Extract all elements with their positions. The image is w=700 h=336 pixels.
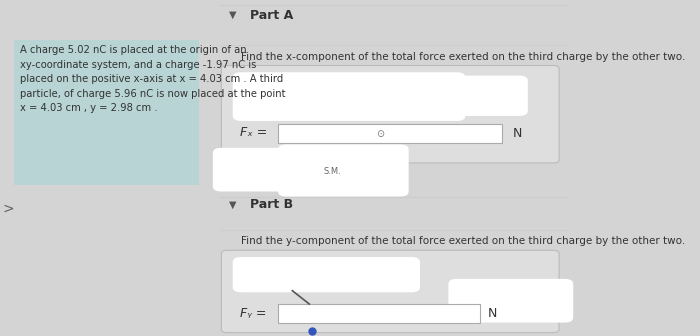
Text: Find the y-component of the total force exerted on the third charge by the other: Find the y-component of the total force … [241,236,685,246]
Text: S.M.: S.M. [323,167,342,176]
Text: Part B: Part B [250,198,293,211]
FancyBboxPatch shape [221,66,559,163]
Text: ▼: ▼ [229,10,236,20]
FancyBboxPatch shape [449,279,573,323]
FancyBboxPatch shape [278,144,409,197]
FancyBboxPatch shape [278,304,480,323]
Text: A charge 5.02 nC is placed at the origin of an
xy-coordinate system, and a charg: A charge 5.02 nC is placed at the origin… [20,45,286,113]
Text: N: N [512,127,522,140]
Text: N: N [488,307,498,320]
FancyBboxPatch shape [278,124,503,143]
Text: ⊙: ⊙ [376,129,384,139]
FancyBboxPatch shape [232,257,420,292]
Text: >: > [3,201,15,215]
FancyBboxPatch shape [14,40,199,185]
Text: Fᵧ =: Fᵧ = [240,307,267,320]
Text: ▼: ▼ [229,199,236,209]
FancyBboxPatch shape [221,250,559,333]
FancyBboxPatch shape [213,148,337,192]
Text: Find the x-component of the total force exerted on the third charge by the other: Find the x-component of the total force … [241,52,685,62]
FancyBboxPatch shape [232,72,466,121]
FancyBboxPatch shape [409,76,528,116]
Text: Part A: Part A [250,9,293,22]
Text: Fₓ =: Fₓ = [240,126,267,139]
